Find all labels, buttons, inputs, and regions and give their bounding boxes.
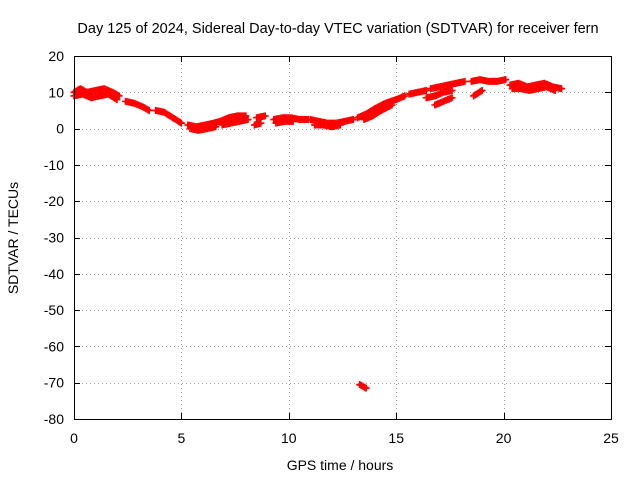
y-tick-label: 0 <box>56 121 64 137</box>
data-point <box>336 121 344 129</box>
data-segment <box>431 94 456 109</box>
data-point <box>461 77 469 85</box>
data-segment <box>311 121 344 131</box>
data-segment <box>253 112 269 122</box>
data-segment <box>270 114 312 124</box>
y-axis-label: SDTVAR / TECUs <box>5 182 21 294</box>
grid-layer <box>74 56 611 419</box>
data-point <box>478 86 486 94</box>
data-segment <box>216 112 250 125</box>
x-tick-label: 25 <box>603 430 619 446</box>
data-point <box>177 119 185 127</box>
data-point <box>448 86 456 94</box>
data-segment <box>467 76 510 85</box>
data-point <box>551 86 559 94</box>
data-segment <box>356 381 370 392</box>
y-tick-label: -10 <box>44 157 64 173</box>
x-axis-label: GPS time / hours <box>287 457 394 473</box>
chart-title: Day 125 of 2024, Sidereal Day-to-day VTE… <box>77 21 598 37</box>
x-tick-label: 10 <box>281 430 297 446</box>
data-point <box>422 86 430 94</box>
data-point <box>261 112 269 120</box>
data-point <box>244 116 252 124</box>
data-segment <box>272 117 297 127</box>
data-point <box>113 96 121 104</box>
data-segment <box>405 86 430 98</box>
data-point <box>145 106 153 114</box>
x-tick-label: 20 <box>496 430 512 446</box>
y-tick-label: -40 <box>44 266 64 282</box>
data-segment <box>422 86 456 102</box>
data-segment <box>508 83 559 94</box>
data-point <box>448 94 456 102</box>
data-segment <box>250 119 265 129</box>
tick-layer: 0 5 10 15 20 25 20 10 0 -10 -20 -30 -40 -50 -60 -70 -80 <box>44 48 619 446</box>
data-point <box>388 101 396 109</box>
data-point <box>362 384 370 392</box>
y-tick-label: -50 <box>44 302 64 318</box>
y-tick-label: -20 <box>44 193 64 209</box>
y-tick-label: 10 <box>48 84 64 100</box>
data-layer <box>70 76 566 392</box>
data-segment <box>152 106 185 127</box>
y-tick-label: -30 <box>44 230 64 246</box>
y-tick-label: -60 <box>44 338 64 354</box>
data-segment <box>470 86 486 100</box>
data-point <box>502 76 510 84</box>
data-segment <box>360 101 396 124</box>
data-segment <box>427 77 469 93</box>
data-segment <box>186 123 220 134</box>
data-segment <box>218 116 252 129</box>
y-tick-label: -80 <box>44 411 64 427</box>
data-point <box>257 119 265 127</box>
data-point <box>212 123 220 131</box>
x-tick-label: 5 <box>178 430 186 446</box>
x-tick-label: 0 <box>70 430 78 446</box>
y-tick-label: -70 <box>44 375 64 391</box>
data-point <box>401 92 409 100</box>
data-point <box>289 117 297 125</box>
data-point <box>349 116 357 124</box>
data-segment <box>122 97 153 114</box>
data-segment <box>354 92 409 122</box>
plot-frame <box>74 56 612 420</box>
y-tick-label: 20 <box>48 48 64 64</box>
data-point <box>558 85 566 93</box>
x-tick-label: 15 <box>388 430 404 446</box>
data-segment <box>70 90 121 104</box>
